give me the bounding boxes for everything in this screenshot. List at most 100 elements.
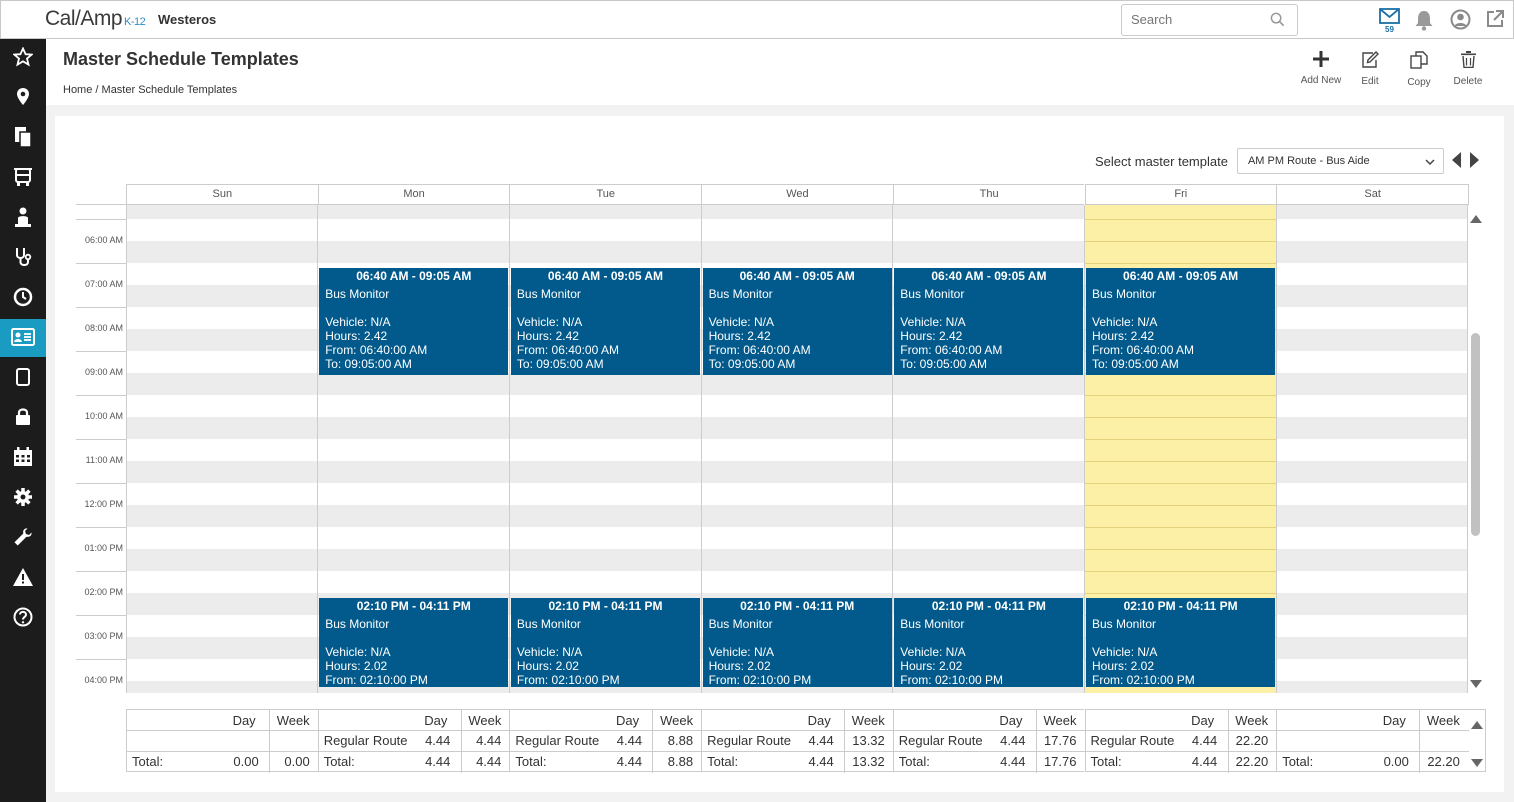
day-column-divider	[508, 205, 510, 693]
search-box[interactable]	[1121, 4, 1298, 36]
day-header-thu[interactable]: Thu	[892, 184, 1085, 205]
totals-scroll-down-icon[interactable]	[1471, 756, 1483, 770]
event-title: Bus Monitor	[325, 617, 390, 631]
copy-button[interactable]: Copy	[1394, 51, 1444, 88]
template-select-row: Select master template AM PM Route - Bus…	[1095, 148, 1484, 174]
event-to: To: 09:05:00 AM	[900, 357, 988, 371]
day-column-header: Day	[1191, 713, 1215, 728]
tablet-icon	[16, 367, 30, 389]
day-column-header: Day	[999, 713, 1023, 728]
external-link-icon[interactable]	[1485, 9, 1505, 32]
totals-day-block: Day Week Total: 0.00 0.00	[126, 709, 319, 773]
sidebar-item-calendar[interactable]	[0, 439, 46, 477]
sidebar-item-map[interactable]	[0, 79, 46, 117]
schedule-event[interactable]: 06:40 AM - 09:05 AM Bus Monitor Vehicle: N…	[319, 268, 509, 375]
event-vehicle: Vehicle: N/A	[708, 645, 774, 659]
add-new-button[interactable]: Add New	[1296, 51, 1346, 86]
time-label: 02:00 PM	[84, 587, 123, 597]
sidebar-item-documents[interactable]	[0, 119, 46, 157]
scroll-down-icon[interactable]	[1470, 677, 1482, 691]
sidebar-item-tools[interactable]	[0, 519, 46, 557]
event-hours: Hours: 2.42	[900, 329, 963, 343]
day-column-divider	[1275, 205, 1277, 693]
sidebar-item-students[interactable]	[0, 199, 46, 237]
trash-icon	[1460, 51, 1476, 71]
event-vehicle: Vehicle: N/A	[900, 645, 966, 659]
sidebar-item-help[interactable]	[0, 599, 46, 637]
sidebar-item-health[interactable]	[0, 239, 46, 277]
search-icon[interactable]	[1270, 12, 1285, 30]
event-vehicle: Vehicle: N/A	[325, 315, 391, 329]
previous-template-button[interactable]	[1448, 148, 1466, 174]
event-title: Bus Monitor	[516, 617, 581, 631]
totals-scrollbar[interactable]	[1468, 709, 1486, 772]
mail-icon[interactable]	[1379, 8, 1400, 27]
day-header-sun[interactable]: Sun	[126, 184, 318, 205]
user-icon[interactable]	[1450, 9, 1471, 33]
time-label: 08:00 AM	[84, 323, 123, 333]
sidebar-item-favorites[interactable]	[0, 39, 46, 77]
day-header-fri[interactable]: Fri	[1084, 184, 1277, 205]
day-header-tue[interactable]: Tue	[509, 184, 702, 205]
delete-label: Delete	[1453, 76, 1483, 87]
total-week-hours: 8.88	[667, 754, 694, 769]
bell-icon[interactable]	[1414, 10, 1434, 34]
help-icon	[13, 607, 33, 630]
totals-row-divider	[1085, 751, 1278, 752]
day-column-divider	[317, 205, 319, 693]
hour-gridline	[76, 263, 126, 264]
copy-label: Copy	[1407, 77, 1431, 88]
sidebar-item-devices[interactable]	[0, 359, 46, 397]
sidebar-item-staff[interactable]	[0, 319, 46, 357]
event-time-range: 06:40 AM - 09:05 AM	[356, 269, 472, 283]
route-day-hours: 4.44	[808, 733, 834, 748]
schedule-event[interactable]: 02:10 PM - 04:11 PM Bus Monitor Vehicle: N…	[702, 598, 892, 687]
next-template-button[interactable]	[1466, 148, 1484, 174]
scroll-up-icon[interactable]	[1470, 212, 1482, 226]
highlight-slot-line	[1084, 219, 1277, 220]
day-column-header: Day	[424, 713, 448, 728]
week-calendar-grid[interactable]: 06:00 AM 07:00 AM 08:00 AM 09:00 AM 10:00 AM…	[76, 205, 1468, 693]
hour-gridline	[76, 439, 126, 440]
totals-row-divider	[1085, 730, 1278, 731]
schedule-event[interactable]: 06:40 AM - 09:05 AM Bus Monitor Vehicle: N…	[510, 268, 701, 375]
totals-scroll-up-icon[interactable]	[1471, 718, 1483, 732]
time-label: 06:00 AM	[84, 235, 123, 245]
organization-name: Westeros	[158, 12, 217, 27]
event-spacer	[1092, 301, 1269, 315]
sidebar-item-security[interactable]	[0, 399, 46, 437]
total-label: Total:	[898, 754, 930, 769]
calendar-scroll-thumb[interactable]	[1471, 333, 1480, 536]
schedule-event[interactable]: 02:10 PM - 04:11 PM Bus Monitor Vehicle: N…	[510, 598, 701, 687]
event-from: From: 02:10:00 PM	[325, 673, 428, 687]
plus-icon	[1313, 51, 1329, 70]
schedule-event[interactable]: 02:10 PM - 04:11 PM Bus Monitor Vehicle: N…	[894, 598, 1084, 687]
sidebar-item-alerts[interactable]	[0, 559, 46, 597]
event-hours: Hours: 2.02	[900, 659, 963, 673]
calamp-logo[interactable]: Cal/Amp K-12	[45, 7, 146, 31]
breadcrumb: Home / Master Schedule Templates	[63, 84, 237, 96]
calendar-icon	[13, 446, 33, 470]
breadcrumb-home[interactable]: Home	[63, 84, 93, 96]
hour-gridline	[76, 483, 126, 484]
edit-button[interactable]: Edit	[1345, 51, 1395, 87]
route-week-hours: 4.44	[476, 733, 502, 748]
sidebar-item-time[interactable]	[0, 279, 46, 317]
day-header-wed[interactable]: Wed	[701, 184, 893, 205]
schedule-event[interactable]: 02:10 PM - 04:11 PM Bus Monitor Vehicle: N…	[319, 598, 509, 687]
search-input[interactable]	[1131, 12, 1266, 27]
day-header-mon[interactable]: Mon	[317, 184, 510, 205]
schedule-event[interactable]: 06:40 AM - 09:05 AM Bus Monitor Vehicle: N…	[702, 268, 892, 375]
day-header-sat[interactable]: Sat	[1276, 184, 1470, 205]
calendar-scrollbar[interactable]	[1468, 205, 1486, 693]
time-label: 09:00 AM	[84, 367, 123, 377]
sidebar-item-transportation[interactable]	[0, 159, 46, 197]
day-column-divider	[700, 205, 702, 693]
sidebar-item-settings[interactable]	[0, 479, 46, 517]
delete-button[interactable]: Delete	[1443, 51, 1493, 87]
schedule-event[interactable]: 02:10 PM - 04:11 PM Bus Monitor Vehicle: N…	[1086, 598, 1276, 687]
total-day-hours: 4.44	[1000, 754, 1026, 769]
schedule-event[interactable]: 06:40 AM - 09:05 AM Bus Monitor Vehicle: N…	[1086, 268, 1276, 375]
master-template-select[interactable]: AM PM Route - Bus Aide	[1236, 148, 1444, 174]
schedule-event[interactable]: 06:40 AM - 09:05 AM Bus Monitor Vehicle: N…	[894, 268, 1084, 375]
